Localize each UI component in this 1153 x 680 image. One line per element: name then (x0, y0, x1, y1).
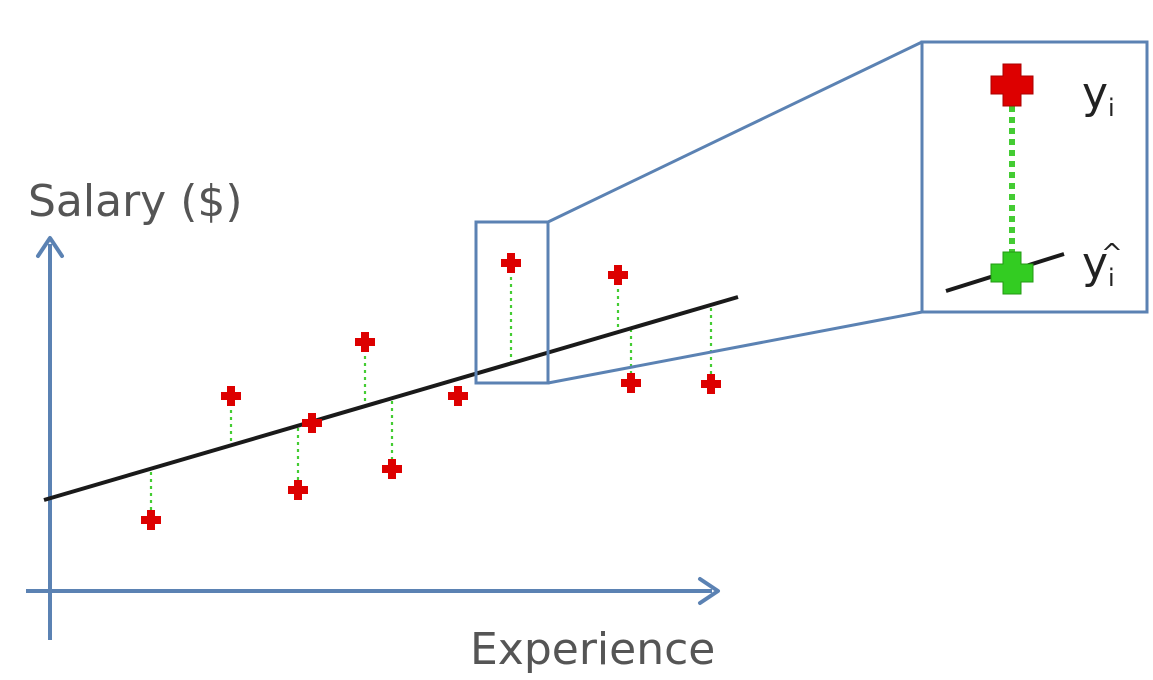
data-point (355, 332, 375, 352)
predicted-value-label: yi (1082, 238, 1115, 292)
data-points (141, 253, 721, 530)
zoom-connectors (547, 40, 923, 385)
data-point (221, 386, 241, 406)
y-axis-label: Salary ($) (28, 176, 243, 227)
data-point (701, 374, 721, 394)
zoom-actual-point (990, 63, 1034, 107)
data-point (141, 510, 161, 530)
data-point (621, 373, 641, 393)
zoom-box: yi yi ^ (920, 40, 1149, 314)
predicted-hat-mark: ^ (1101, 239, 1123, 269)
x-axis (26, 577, 720, 605)
data-point (302, 413, 322, 433)
zoom-predicted-point (990, 251, 1034, 295)
data-point (288, 480, 308, 500)
actual-value-label: yi (1082, 68, 1115, 122)
zoom-frame (920, 40, 1149, 314)
data-point (608, 265, 628, 285)
highlight-box (474, 220, 550, 385)
y-axis (36, 236, 64, 640)
x-axis-label: Experience (470, 624, 715, 675)
residual-lines (149, 270, 713, 512)
data-point (382, 459, 402, 479)
data-point (501, 253, 521, 273)
regression-line (43, 295, 739, 502)
data-point (448, 386, 468, 406)
